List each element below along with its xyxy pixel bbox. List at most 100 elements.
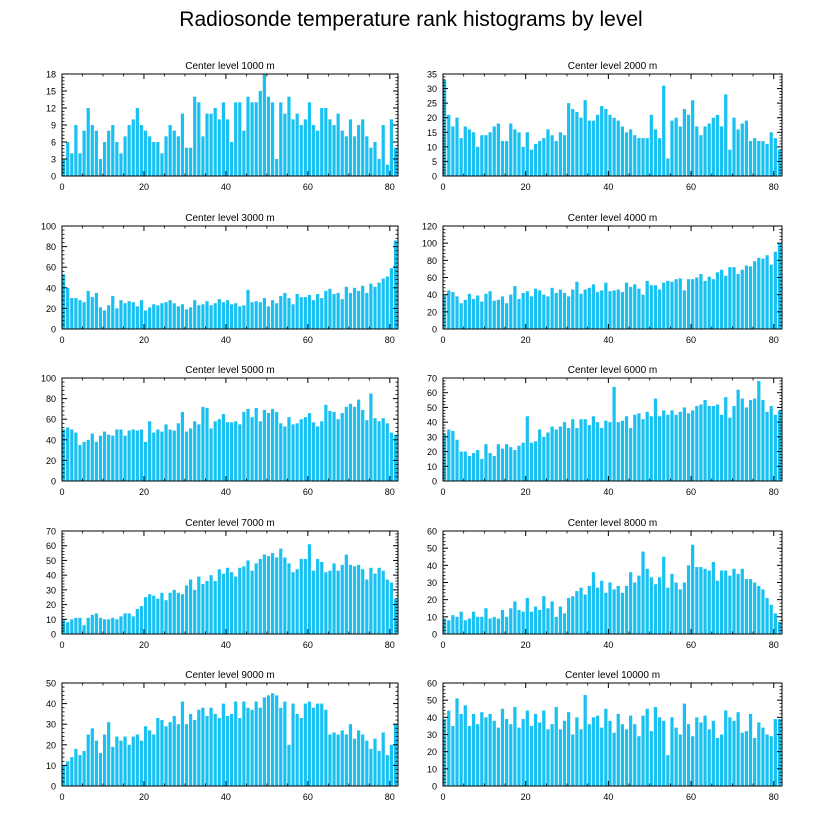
histogram-bar: [616, 422, 620, 481]
histogram-bar: [595, 114, 600, 176]
histogram-bar: [213, 581, 217, 634]
histogram-bar: [719, 570, 724, 634]
histogram-bar: [332, 732, 336, 786]
histogram-bar: [303, 558, 307, 634]
histogram-bar: [583, 594, 587, 634]
histogram-bar: [357, 399, 361, 481]
histogram-bar: [604, 708, 608, 786]
x-tick-label: 80: [385, 487, 395, 497]
histogram-bar: [332, 563, 336, 634]
histogram-bar: [316, 293, 320, 329]
panel-8: Center level 8000 m 0 10 20 30 40 50 60 0 20 40 60 8…: [427, 518, 783, 650]
histogram-bar: [189, 579, 193, 634]
histogram-bar: [480, 712, 484, 786]
histogram-bar: [279, 102, 283, 176]
y-tick-label: 15: [427, 128, 437, 138]
histogram-bar: [234, 102, 238, 176]
histogram-bar: [275, 159, 279, 176]
histogram-bar: [600, 428, 604, 481]
histogram-bar: [299, 125, 303, 176]
histogram-bar: [156, 142, 160, 176]
histogram-bar: [624, 729, 629, 786]
histogram-bar: [250, 709, 254, 786]
histogram-bar: [238, 718, 242, 786]
histogram-bar: [365, 420, 369, 481]
histogram-bar: [225, 567, 230, 634]
x-tick-label: 40: [603, 335, 613, 345]
histogram-bar: [505, 303, 509, 329]
histogram-bar: [324, 108, 328, 176]
panel-title: Center level 2000 m: [568, 61, 658, 72]
histogram-bar: [102, 431, 107, 481]
histogram-bar: [682, 290, 687, 330]
histogram-bar: [307, 102, 312, 176]
histogram-bar: [115, 308, 119, 329]
histogram-bar: [761, 727, 765, 786]
histogram-bar: [575, 428, 579, 481]
panel-title: Center level 9000 m: [185, 670, 275, 681]
histogram-bar: [480, 616, 484, 634]
y-tick-label: 60: [427, 679, 437, 689]
histogram-bar: [777, 149, 782, 176]
histogram-bar: [645, 708, 649, 786]
histogram-bar: [666, 280, 670, 329]
histogram-bar: [753, 582, 757, 634]
histogram-bar: [575, 591, 579, 634]
y-tick-label: 20: [427, 747, 437, 757]
histogram-bar: [152, 304, 156, 329]
histogram-bar: [513, 707, 517, 786]
histogram-bar: [645, 568, 649, 634]
y-tick-label: 60: [46, 415, 56, 425]
histogram-bar: [197, 424, 201, 481]
histogram-bar: [542, 710, 546, 786]
y-tick-label: 40: [427, 418, 437, 428]
histogram-bar: [533, 288, 538, 329]
histogram-bar: [164, 600, 168, 634]
histogram-bar: [254, 301, 258, 329]
y-tick-label: 50: [46, 679, 56, 689]
histogram-bar: [111, 746, 115, 786]
histogram-bar: [740, 732, 744, 786]
histogram-bar: [765, 411, 769, 481]
y-tick-label: 30: [427, 84, 437, 94]
x-tick-label: 40: [221, 640, 231, 650]
histogram-bar: [695, 405, 699, 481]
histogram-bar: [554, 292, 558, 329]
y-tick-label: 50: [427, 403, 437, 413]
histogram-bar: [748, 400, 753, 481]
histogram-bar: [736, 712, 740, 786]
histogram-bar: [542, 138, 546, 176]
histogram-bar: [279, 548, 283, 634]
histogram-bar: [674, 414, 678, 481]
histogram-bar: [82, 441, 86, 481]
x-tick-label: 0: [59, 640, 64, 650]
histogram-bar: [773, 719, 777, 786]
histogram-bar: [94, 740, 98, 786]
histogram-bar: [205, 301, 209, 329]
y-tick-label: 40: [46, 699, 56, 709]
histogram-bar: [455, 117, 459, 176]
histogram-bar: [336, 734, 340, 786]
histogram-bar: [393, 147, 398, 176]
histogram-bar: [299, 718, 303, 786]
histogram-bar: [139, 300, 144, 329]
histogram-bar: [591, 717, 596, 786]
histogram-bar: [270, 553, 275, 634]
histogram-bar: [393, 240, 398, 329]
histogram-bar: [724, 397, 728, 481]
histogram-bar: [152, 595, 156, 634]
histogram-bar: [533, 441, 538, 481]
histogram-bar: [377, 282, 381, 329]
histogram-bar: [324, 709, 328, 786]
histogram-bar: [311, 300, 316, 329]
histogram-bar: [197, 576, 201, 634]
histogram-bar: [488, 132, 492, 176]
panel-title: Center level 7000 m: [185, 518, 275, 529]
histogram-bar: [567, 712, 571, 786]
histogram-bar: [657, 289, 662, 329]
histogram-bar: [135, 306, 139, 329]
y-tick-label: 40: [46, 571, 56, 581]
histogram-bar: [328, 734, 332, 786]
histogram-bar: [283, 292, 287, 329]
histogram-bar: [546, 608, 550, 634]
